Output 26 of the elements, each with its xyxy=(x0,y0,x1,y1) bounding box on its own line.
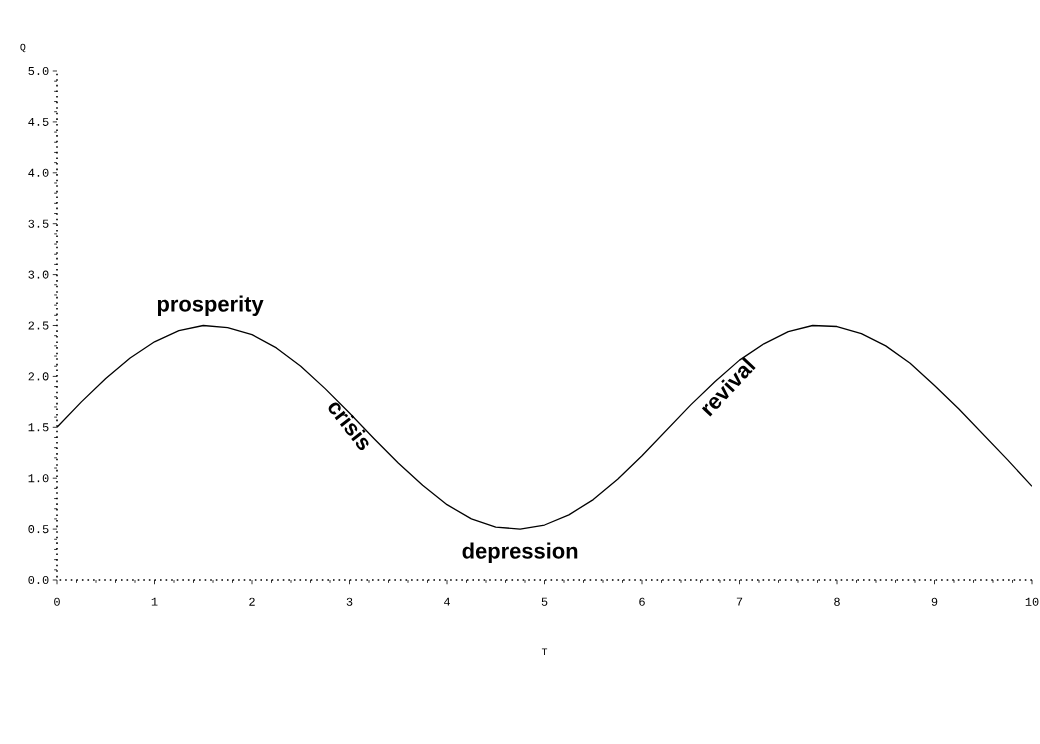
y-tick-label: 3.0 xyxy=(28,270,49,279)
x-tick-label: 7 xyxy=(736,597,743,606)
x-tick-label: 3 xyxy=(346,597,353,606)
y-axis-title: Q xyxy=(20,43,26,53)
x-tick-label: 0 xyxy=(54,597,60,606)
y-tick-label: 5.0 xyxy=(28,66,49,76)
y-tick-label: 1.0 xyxy=(28,474,49,483)
y-tick-label: 3.5 xyxy=(28,219,49,228)
x-tick-label: 6 xyxy=(639,597,645,606)
y-tick-label: 2.0 xyxy=(28,372,49,381)
x-tick-label: 1 xyxy=(151,597,158,606)
annotation: depression xyxy=(462,542,578,564)
y-tick-label: 1.5 xyxy=(28,423,49,432)
x-tick-label: 9 xyxy=(931,597,938,606)
x-tick-label: 2 xyxy=(249,597,255,606)
x-tick-label: 5 xyxy=(541,597,548,606)
y-tick-label: 2.5 xyxy=(28,321,49,330)
x-tick-label: 8 xyxy=(834,597,840,606)
y-tick-label: 0.5 xyxy=(28,525,49,534)
y-tick-label: 4.5 xyxy=(28,117,49,126)
x-tick-label: 10 xyxy=(1025,597,1039,606)
x-axis-title: T xyxy=(541,648,548,656)
annotation: prosperity xyxy=(157,295,264,316)
y-tick-label: 0.0 xyxy=(28,575,49,585)
x-tick-label: 4 xyxy=(444,597,450,606)
y-tick-label: 4.0 xyxy=(28,168,49,177)
